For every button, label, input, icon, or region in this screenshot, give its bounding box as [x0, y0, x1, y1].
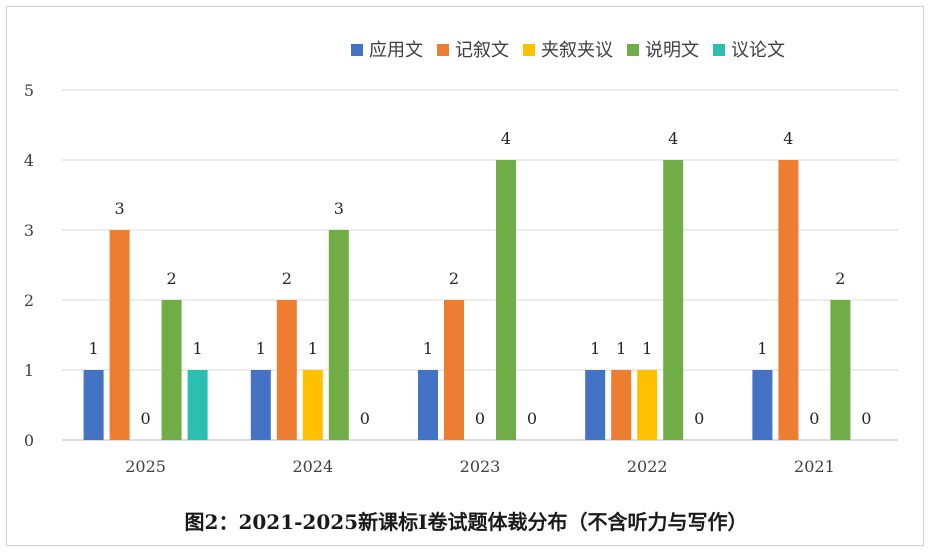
gridlines: [62, 89, 898, 441]
data-label: 3: [115, 199, 125, 218]
legend-swatch: [713, 44, 725, 56]
bar: [752, 370, 773, 440]
data-label: 1: [193, 339, 203, 358]
bar: [109, 230, 130, 440]
legend: 应用文 记叙文 夹叙夹议 说明文 议论文: [351, 40, 785, 61]
data-label: 1: [642, 339, 652, 358]
data-label: 0: [809, 409, 819, 428]
figure-caption: 图2：2021-2025新课标I卷试题体裁分布（不含听力与写作）: [184, 510, 748, 534]
legend-label: 议论文: [731, 40, 785, 61]
data-label: 0: [694, 409, 704, 428]
bar: [302, 370, 323, 440]
bar: [663, 160, 684, 440]
data-label: 1: [308, 339, 318, 358]
y-tick-label: 4: [24, 151, 34, 170]
x-tick-label: 2024: [292, 457, 333, 476]
data-label: 1: [423, 339, 433, 358]
legend-swatch: [523, 44, 535, 56]
bar: [83, 370, 104, 440]
data-label: 0: [475, 409, 485, 428]
legend-label: 应用文: [369, 40, 423, 61]
x-tick-label: 2022: [627, 457, 668, 476]
chart-frame: [6, 6, 924, 546]
data-label: 0: [360, 409, 370, 428]
x-tick-label: 2023: [460, 457, 501, 476]
bar: [328, 230, 349, 440]
y-tick-label: 3: [24, 221, 34, 240]
legend-label: 说明文: [645, 40, 699, 61]
y-tick-label: 1: [24, 361, 34, 380]
x-axis-ticks: 2025 2024 2023 2022 2021: [125, 457, 835, 476]
y-axis-ticks: 0 1 2 3 4 5: [24, 81, 34, 450]
data-label: 0: [141, 409, 151, 428]
bar: [276, 300, 297, 440]
data-label: 4: [783, 129, 793, 148]
data-label: 1: [256, 339, 266, 358]
bar: [585, 370, 606, 440]
data-label: 1: [757, 339, 767, 358]
data-label: 1: [89, 339, 99, 358]
y-tick-label: 5: [24, 81, 34, 100]
bars: [83, 160, 851, 440]
legend-swatch: [627, 44, 639, 56]
data-label: 0: [861, 409, 871, 428]
bar: [161, 300, 182, 440]
bar: [830, 300, 851, 440]
bar: [187, 370, 208, 440]
data-label: 4: [668, 129, 678, 148]
x-tick-label: 2025: [125, 457, 166, 476]
data-label: 1: [616, 339, 626, 358]
legend-swatch: [351, 44, 363, 56]
bar: [444, 300, 464, 440]
data-label: 1: [590, 339, 600, 358]
legend-swatch: [437, 44, 449, 56]
x-tick-label: 2021: [794, 457, 835, 476]
bar: [611, 370, 632, 440]
data-label: 2: [449, 269, 459, 288]
data-label: 0: [527, 409, 537, 428]
y-tick-label: 0: [24, 431, 34, 450]
data-label: 3: [334, 199, 344, 218]
bar: [418, 370, 438, 440]
data-label: 2: [282, 269, 292, 288]
bar: [250, 370, 271, 440]
bar: [637, 370, 658, 440]
bar: [778, 160, 799, 440]
legend-label: 记叙文: [455, 40, 509, 61]
data-label: 2: [835, 269, 845, 288]
bar: [496, 160, 516, 440]
data-label: 4: [501, 129, 511, 148]
y-tick-label: 2: [24, 291, 34, 310]
data-label: 2: [167, 269, 177, 288]
legend-label: 夹叙夹议: [541, 40, 613, 61]
